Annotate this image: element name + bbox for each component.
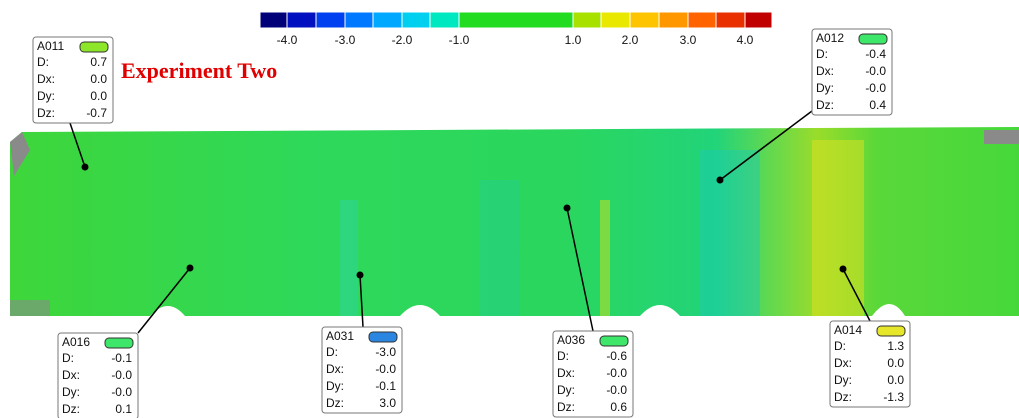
colorbar-label: -3.0 xyxy=(335,33,356,47)
row-label: Dz: xyxy=(62,402,80,416)
annotation-id: A036 xyxy=(557,333,585,347)
colorbar-segment xyxy=(287,12,316,28)
row-label: Dy: xyxy=(557,383,575,397)
row-value: 0.0 xyxy=(90,72,107,86)
row-value: -0.1 xyxy=(111,351,132,365)
annotation-id: A031 xyxy=(326,329,354,343)
colorbar-segment xyxy=(316,12,345,28)
row-value: -0.0 xyxy=(375,362,396,376)
annotation-swatch xyxy=(877,326,905,336)
colorbar-segment xyxy=(459,12,573,28)
row-label: D: xyxy=(62,351,74,365)
row-value: -1.3 xyxy=(883,390,904,404)
row-value: 0.4 xyxy=(869,98,886,112)
annotation-swatch xyxy=(600,336,628,346)
colorbar-segment xyxy=(430,12,459,28)
colorbar-segment xyxy=(716,12,745,28)
colorbar-label: 4.0 xyxy=(737,33,754,47)
colorbar-label: -1.0 xyxy=(449,33,470,47)
colorbar-segment xyxy=(345,12,373,28)
row-label: D: xyxy=(834,339,846,353)
colorbar-segment xyxy=(260,12,287,28)
annotation-swatch xyxy=(369,332,397,342)
row-label: D: xyxy=(326,345,338,359)
anchor-dot xyxy=(187,265,194,272)
annotation-id: A016 xyxy=(62,335,90,349)
colorbar-segment xyxy=(659,12,688,28)
row-label: Dx: xyxy=(326,362,344,376)
surface xyxy=(10,127,1019,316)
row-value: 0.0 xyxy=(887,356,904,370)
row-value: -0.0 xyxy=(606,366,627,380)
colorbar-segment xyxy=(601,12,630,28)
row-value: -0.0 xyxy=(111,368,132,382)
row-value: -0.0 xyxy=(606,383,627,397)
row-label: D: xyxy=(816,47,828,61)
colorbar-segment xyxy=(402,12,430,28)
row-label: D: xyxy=(557,349,569,363)
row-label: Dy: xyxy=(834,373,852,387)
colorbar-label: 1.0 xyxy=(565,33,582,47)
annotation-swatch xyxy=(105,338,133,348)
row-value: 1.3 xyxy=(887,339,904,353)
row-value: 0.0 xyxy=(887,373,904,387)
anchor-dot xyxy=(82,164,89,171)
row-value: 0.7 xyxy=(90,55,107,69)
row-label: Dy: xyxy=(62,385,80,399)
annotation-id: A012 xyxy=(816,31,844,45)
row-value: -3.0 xyxy=(375,345,396,359)
title: Experiment Two xyxy=(121,58,277,83)
annotation-swatch xyxy=(80,42,108,52)
row-value: -0.1 xyxy=(375,379,396,393)
anchor-dot xyxy=(564,205,571,212)
row-label: Dy: xyxy=(326,379,344,393)
row-value: -0.0 xyxy=(865,81,886,95)
row-label: Dx: xyxy=(557,366,575,380)
row-label: Dz: xyxy=(557,400,575,414)
anchor-dot xyxy=(357,272,364,279)
row-value: 0.1 xyxy=(115,402,132,416)
row-label: Dx: xyxy=(37,72,55,86)
row-value: -0.7 xyxy=(86,106,107,120)
screenshot: -4.0 -3.0 -2.0 -1.0 1.0 2.0 3.0 4.0 Experiment … xyxy=(0,0,1019,418)
colorbar-segment xyxy=(745,12,772,28)
row-label: Dx: xyxy=(62,368,80,382)
row-label: Dz: xyxy=(37,106,55,120)
colorbar-segment xyxy=(630,12,659,28)
row-label: Dx: xyxy=(834,356,852,370)
colorbar-label: 3.0 xyxy=(680,33,697,47)
row-label: Dz: xyxy=(326,396,344,410)
row-label: Dy: xyxy=(816,81,834,95)
anchor-dot xyxy=(717,177,724,184)
colorbar-label: -2.0 xyxy=(392,33,413,47)
row-value: -0.6 xyxy=(606,349,627,363)
row-value: 3.0 xyxy=(379,396,396,410)
annotation-id: A014 xyxy=(834,323,862,337)
row-value: -0.0 xyxy=(111,385,132,399)
annotation-id: A011 xyxy=(37,39,64,53)
row-value: 0.6 xyxy=(610,400,627,414)
colorbar-segment xyxy=(373,12,402,28)
row-value: -0.0 xyxy=(865,64,886,78)
row-label: Dz: xyxy=(816,98,834,112)
row-value: 0.0 xyxy=(90,89,107,103)
colorbar-segment xyxy=(573,12,601,28)
row-label: D: xyxy=(37,55,49,69)
row-label: Dx: xyxy=(816,64,834,78)
row-value: -0.4 xyxy=(865,47,886,61)
row-label: Dy: xyxy=(37,89,55,103)
annotation-swatch xyxy=(859,34,887,44)
row-label: Dz: xyxy=(834,390,852,404)
colorbar-label: -4.0 xyxy=(277,33,298,47)
anchor-dot xyxy=(840,266,847,273)
colorbar-segment xyxy=(688,12,716,28)
colorbar: -4.0 -3.0 -2.0 -1.0 1.0 2.0 3.0 4.0 xyxy=(260,12,772,47)
colorbar-label: 2.0 xyxy=(622,33,639,47)
